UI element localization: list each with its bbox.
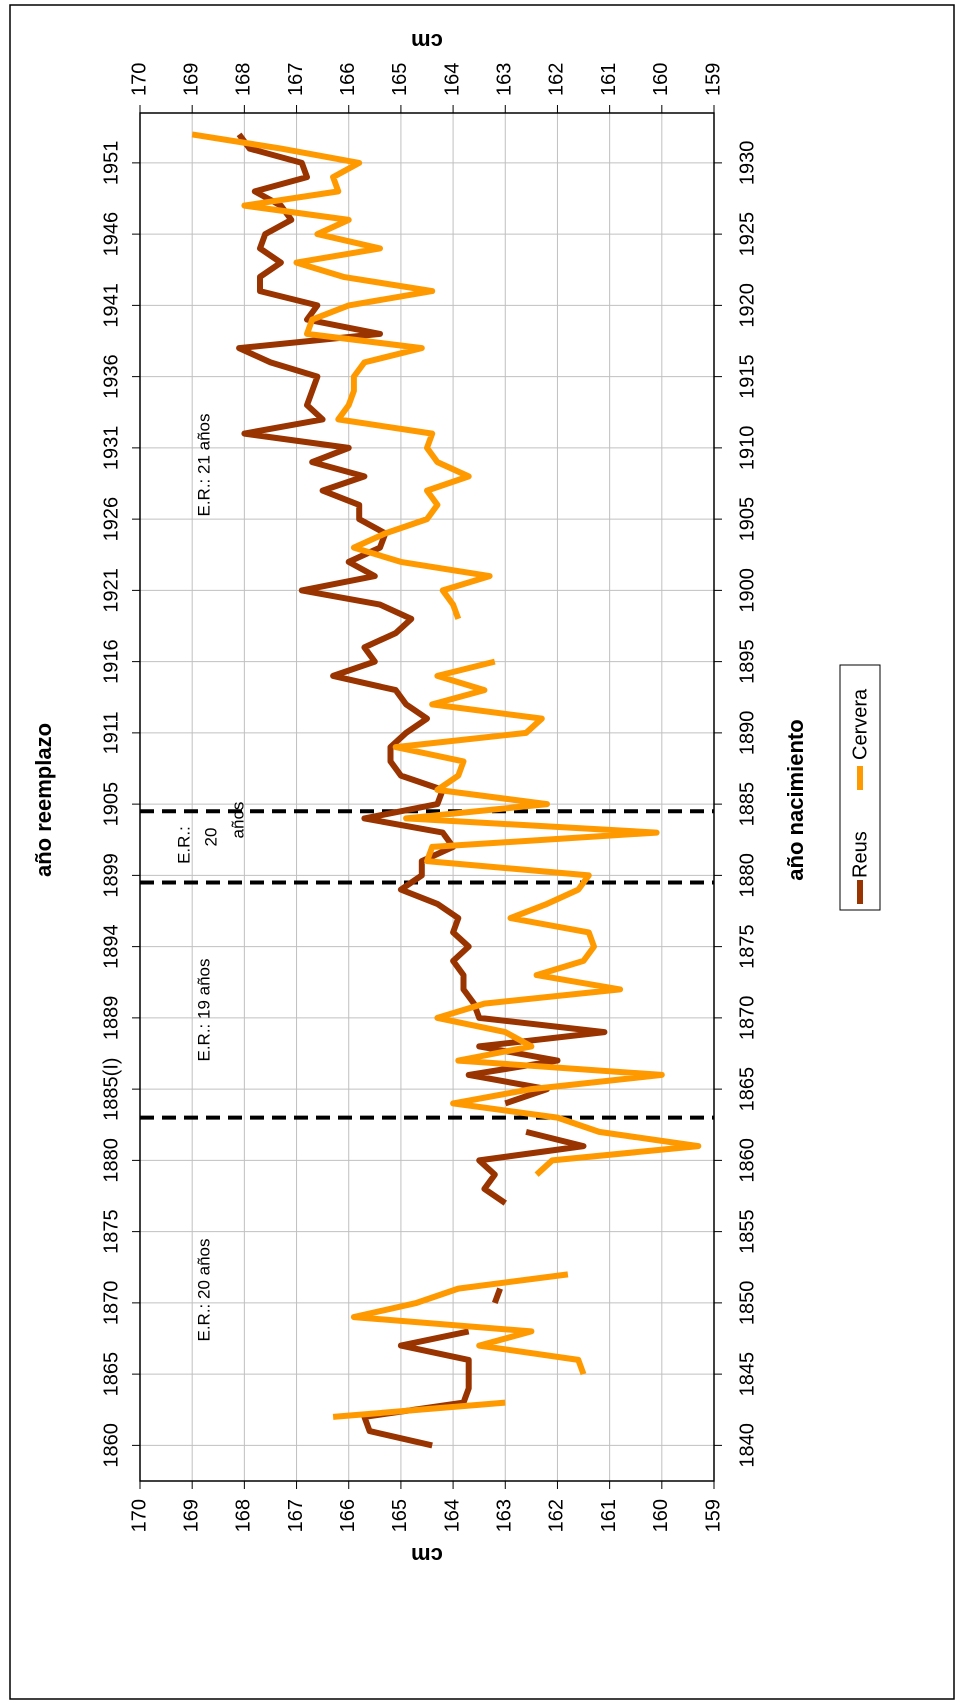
annotation: 20: [201, 828, 220, 847]
y2-tick-label: 170: [128, 63, 150, 96]
y2-tick-label: 167: [285, 63, 307, 96]
y-tick-label: 168: [233, 1499, 255, 1532]
y-tick-label: 160: [650, 1499, 672, 1532]
x-tick-label: 1845: [736, 1352, 758, 1397]
y2-tick-label: 164: [441, 63, 463, 96]
x-tick-label: 1885: [736, 782, 758, 827]
x2-tick-label: 1905: [100, 782, 122, 827]
y-tick-label: 170: [128, 1499, 150, 1532]
series-line: [191, 131, 702, 1420]
x2-tick-label: 1860: [100, 1423, 122, 1468]
y-tick-label: 169: [180, 1499, 202, 1532]
y2-tick-label: 159: [702, 63, 724, 96]
x2-tick-label: 1865: [100, 1352, 122, 1397]
annotation: E.R.: 19 años: [194, 958, 213, 1061]
y-tick-label: 166: [337, 1499, 359, 1532]
y2-tick-label: 168: [233, 63, 255, 96]
x-tick-label: 1840: [736, 1423, 758, 1468]
y2-axis-title: cm: [411, 29, 443, 54]
x2-tick-label: 1946: [100, 212, 122, 257]
x2-tick-label: 1889: [100, 996, 122, 1041]
x-tick-label: 1895: [736, 639, 758, 684]
x-axis-title: año nacimiento: [783, 719, 808, 880]
x2-tick-label: 1899: [100, 853, 122, 898]
y2-tick-label: 163: [494, 63, 516, 96]
x-tick-label: 1855: [736, 1209, 758, 1254]
x-tick-label: 1860: [736, 1138, 758, 1183]
y2-tick-label: 161: [598, 63, 620, 96]
x-tick-label: 1905: [736, 497, 758, 542]
x2-tick-label: 1885(I): [100, 1057, 122, 1120]
legend-label: Reus: [849, 831, 871, 878]
x2-tick-label: 1936: [100, 354, 122, 399]
y-tick-label: 167: [285, 1499, 307, 1532]
annotation: años: [228, 802, 247, 839]
y2-tick-label: 166: [337, 63, 359, 96]
series-line: [236, 132, 608, 1449]
annotation: E.R.: 21 años: [194, 413, 213, 516]
x-tick-label: 1890: [736, 711, 758, 756]
x-tick-label: 1925: [736, 212, 758, 257]
x2-tick-label: 1870: [100, 1281, 122, 1326]
x-tick-label: 1915: [736, 354, 758, 399]
y-tick-label: 165: [389, 1499, 411, 1532]
x2-tick-label: 1951: [100, 141, 122, 186]
y-axis-title: cm: [411, 1543, 443, 1568]
annotation: E.R.:: [174, 826, 193, 864]
x2-tick-label: 1931: [100, 426, 122, 471]
y2-tick-label: 160: [650, 63, 672, 96]
x-tick-label: 1900: [736, 568, 758, 613]
y-tick-label: 162: [546, 1499, 568, 1532]
x-tick-label: 1880: [736, 853, 758, 898]
x-tick-label: 1920: [736, 283, 758, 328]
x2-tick-label: 1926: [100, 497, 122, 542]
x-tick-label: 1910: [736, 426, 758, 471]
y2-tick-label: 162: [546, 63, 568, 96]
y-tick-label: 161: [598, 1499, 620, 1532]
chart-title: año reemplazo: [31, 723, 56, 877]
plot-area: [140, 113, 714, 1481]
y-tick-label: 164: [441, 1499, 463, 1532]
x2-tick-label: 1880: [100, 1138, 122, 1183]
annotation: E.R.: 20 años: [194, 1238, 213, 1341]
legend-label: Cervera: [849, 688, 871, 760]
x2-tick-label: 1875: [100, 1209, 122, 1254]
y-tick-label: 163: [494, 1499, 516, 1532]
x2-tick-label: 1916: [100, 639, 122, 684]
x2-tick-label: 1894: [100, 924, 122, 969]
x-tick-label: 1930: [736, 141, 758, 186]
x-tick-label: 1865: [736, 1067, 758, 1112]
y-tick-label: 159: [702, 1499, 724, 1532]
plot-border: [139, 112, 715, 1482]
x-tick-label: 1875: [736, 924, 758, 969]
y2-tick-label: 165: [389, 63, 411, 96]
x2-tick-label: 1921: [100, 568, 122, 613]
y2-tick-label: 169: [180, 63, 202, 96]
x2-tick-label: 1941: [100, 283, 122, 328]
rotated-chart: 159 160 161 162 163 164 165 166 167 168 169 170 159 1…: [31, 29, 881, 1568]
x-tick-label: 1870: [736, 996, 758, 1041]
x2-tick-label: 1911: [100, 711, 122, 754]
x-tick-label: 1850: [736, 1281, 758, 1326]
